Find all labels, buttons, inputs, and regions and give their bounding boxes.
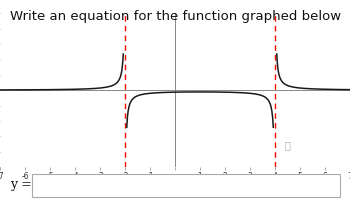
Text: 🔍: 🔍	[284, 139, 290, 149]
Text: Write an equation for the function graphed below: Write an equation for the function graph…	[10, 10, 342, 23]
FancyBboxPatch shape	[32, 175, 340, 197]
Text: y =: y =	[10, 177, 32, 190]
